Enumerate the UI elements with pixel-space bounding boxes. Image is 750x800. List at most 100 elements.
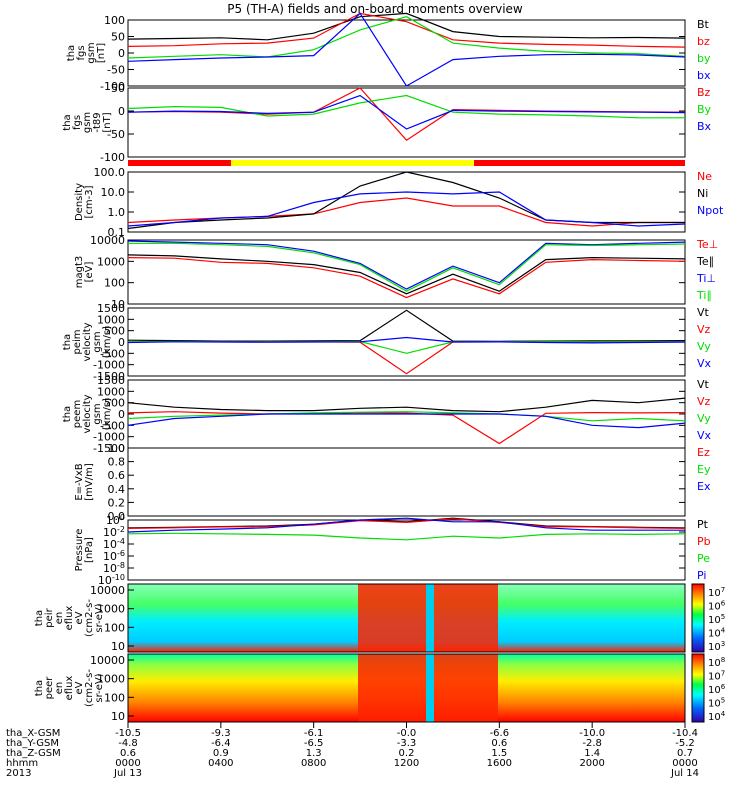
legend-entry: Bt [697, 18, 710, 31]
colorbar-tick-label: 106 [708, 600, 726, 613]
legend-entry: Ey [697, 463, 711, 476]
y-axis-label: eV [74, 611, 85, 624]
ephemeris-y-value: -4.8 [118, 738, 138, 749]
y-tick-label: -500 [100, 347, 125, 360]
panel-2: 50 0 -50 -100 tha fgs gsm -t89 [nT] Bz By Bx [62, 82, 712, 164]
y-axis-label: eflux [64, 676, 75, 701]
colorbar-tick-label: 103 [708, 640, 725, 653]
y-tick-label: -50 [107, 128, 125, 141]
y-tick-label: 1.0 [108, 442, 126, 455]
legend-entry: Te⊥ [696, 238, 718, 251]
ephemeris-y-value: -3.3 [397, 738, 417, 749]
y-tick-label: 10000 [90, 654, 125, 667]
y-tick-label: 1500 [97, 302, 125, 315]
series-line [128, 242, 686, 292]
ephemeris-x-value: -10.4 [672, 728, 698, 739]
panel-7: 1.00.80.60.40.20.0 E=-VxB [mV/m] Ez Ey Ex [74, 442, 711, 523]
y-tick-label: 10-10 [98, 573, 125, 587]
y-axis-label: velocity [82, 394, 93, 433]
y-axis-label: tha [62, 334, 73, 350]
y-tick-label: 100 [104, 691, 125, 704]
series-line [127, 517, 685, 533]
ephemeris-y-value: -6.5 [304, 738, 324, 749]
y-tick-label: -100 [100, 151, 125, 164]
series-line [127, 171, 685, 230]
y-tick-label: 10000 [90, 584, 125, 597]
series-line [127, 413, 686, 429]
legend-entry: Bz [697, 86, 711, 99]
y-axis-label: gsm [92, 331, 103, 352]
legend-entry: Vx [697, 357, 712, 370]
y-axis-label: [mV/m] [84, 463, 95, 501]
y-axis-label: en [54, 682, 65, 695]
spectrogram-1: 10000 1000 100 10 tha peir en eflux eV (cm2-s-sr-… [34, 583, 726, 653]
y-axis-label: tha [34, 680, 45, 696]
y-tick-label: 0.2 [108, 496, 126, 509]
x-tick-label: 0400 [208, 758, 233, 769]
ephemeris-x-value: -10.0 [579, 728, 605, 739]
series-line [127, 411, 686, 422]
y-tick-label: 0 [118, 408, 125, 421]
panel-frame [127, 519, 686, 581]
y-axis-label: [km/s] [102, 326, 113, 358]
y-tick-label: 0.0 [108, 510, 126, 523]
x-tick-label: 1600 [487, 758, 512, 769]
y-axis-label: peer [44, 676, 55, 700]
panel-frame [127, 447, 686, 517]
y-tick-label: 100 [104, 621, 125, 634]
x-tick-label: 1200 [394, 758, 419, 769]
y-tick-label: 50 [111, 31, 125, 44]
chart-title: P5 (TH-A) fields and on-board moments ov… [227, 2, 523, 16]
series-line [127, 532, 686, 541]
y-tick-label: 0.6 [108, 469, 126, 482]
series-line [127, 336, 686, 344]
y-tick-label: 10-8 [103, 561, 125, 575]
mode-slow-survey-segment [474, 160, 685, 166]
x-tick-label: 0000 [672, 758, 697, 769]
colorbar-tick-label: 105 [708, 697, 725, 710]
legend-entry: Vy [697, 340, 711, 353]
ephemeris-row-label: tha_X-GSM [6, 728, 60, 739]
legend-entry: Ne [697, 170, 712, 183]
ephemeris-x-value: -6.1 [304, 728, 324, 739]
ephemeris-x-value: -9.3 [211, 728, 231, 739]
y-tick-label: -500 [100, 419, 125, 432]
y-tick-label: 10 [111, 710, 125, 723]
series-line [127, 197, 685, 227]
series-line [127, 309, 686, 342]
legend-entry: Vt [697, 378, 710, 391]
y-axis-label: gsm [82, 112, 93, 133]
colorbar-tick-label: 108 [708, 656, 725, 669]
y-axis-label: fgs [72, 115, 83, 130]
series-line [127, 94, 686, 130]
panel-frame [127, 583, 686, 653]
y-axis-label: velocity [82, 322, 93, 361]
y-axis-label: E=-VxB [74, 463, 85, 500]
ephemeris-z-value: 0.9 [213, 748, 229, 759]
y-axis-label: eV [74, 681, 85, 694]
legend-entry: Ni [697, 187, 708, 200]
y-tick-label: -1000 [93, 431, 125, 444]
legend-entry: by [697, 52, 711, 65]
y-tick-label: 0 [118, 47, 125, 60]
spectrogram-2: 10000 1000 100 10 tha peer en eflux eV (cm2-s-sr-… [34, 653, 726, 723]
legend-entry: Te∥ [696, 255, 714, 268]
series-line [127, 12, 686, 41]
panel-3: 100.0 10.0 1.0 0.1 Density [cm-3] Ne Ni Npot [74, 166, 724, 239]
legend-entry: bx [697, 69, 711, 82]
x-tick-label: 0800 [301, 758, 326, 769]
y-tick-label: 0.4 [108, 483, 126, 496]
y-axis-label: en [54, 612, 65, 625]
y-tick-label: 500 [104, 397, 125, 410]
legend-entry: Pe [697, 552, 710, 565]
y-axis-label: gsm [86, 42, 97, 63]
ephemeris-row-label: tha_Y-GSM [6, 738, 59, 749]
y-axis-label: [nT] [96, 43, 107, 63]
legend-entry: Vz [697, 323, 711, 336]
mode-fast-survey-segment [231, 160, 474, 166]
y-axis-label: (cm2-s- [84, 669, 95, 707]
colorbar-tick-label: 104 [708, 627, 726, 640]
